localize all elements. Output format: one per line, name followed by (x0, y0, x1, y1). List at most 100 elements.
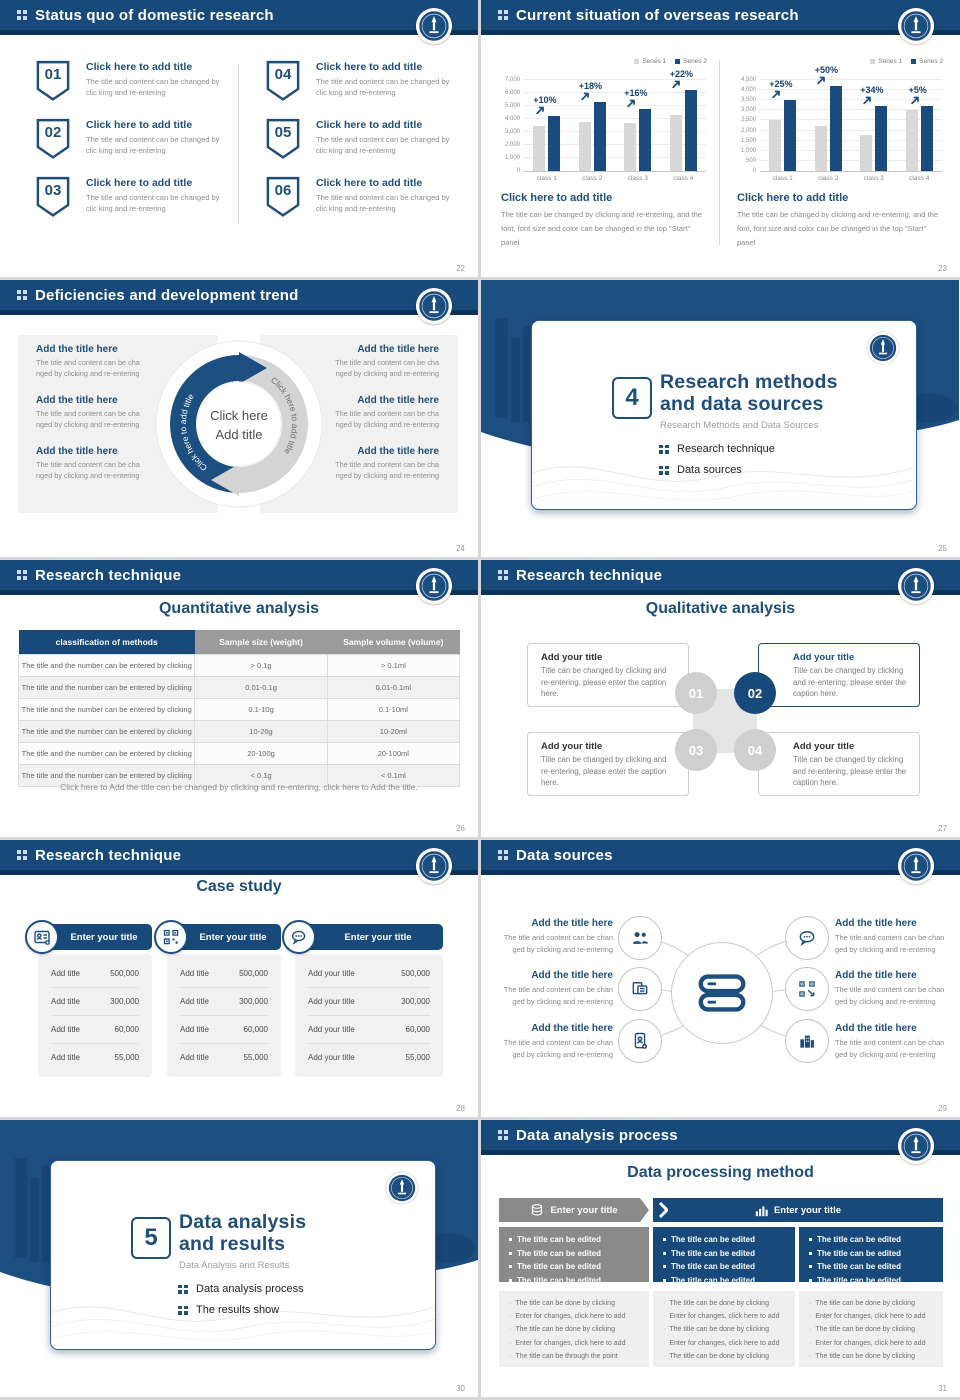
legend-swatch (675, 59, 681, 64)
flow-header-output: Enter your title (653, 1198, 943, 1222)
row-value: 500,000 (401, 969, 430, 978)
column-header: Sample volume (volume) (327, 630, 460, 655)
header-bullet-icon (498, 1130, 508, 1140)
series2-bar (684, 90, 697, 171)
trend-text-block: Add the title here The title and content … (327, 344, 439, 380)
block-title: Add the title here (357, 445, 439, 457)
edit-bullet-line: The title can be edited (663, 1260, 785, 1274)
section-number: 4 (612, 377, 652, 419)
edit-bullet-line: The title can be edited (509, 1233, 639, 1247)
series2-bar (920, 106, 933, 171)
item-body: The title and content can be changed by … (316, 135, 450, 156)
right-text-column: Add the title here The title and content … (327, 344, 439, 482)
content-title: Quantitative analysis (158, 600, 320, 617)
edit-bullet-line: The title can be edited (663, 1274, 785, 1288)
slide-title: Data analysis process (516, 1126, 678, 1144)
university-logo (897, 1127, 935, 1165)
note-box-3: · The title can be done by clicking · Enter… (799, 1291, 943, 1367)
grouped-bar-chart-left: Series 1 Series 2 0 1,000 2,000 3,000 4,000 5,0… (497, 58, 709, 182)
database-icon (530, 1203, 544, 1217)
note-bullet-line: · Enter for changes, click here to add (509, 1313, 626, 1321)
header-bullet-icon (17, 10, 27, 20)
note-bullet-line: · Enter for changes, click here to add (809, 1339, 926, 1347)
counter-arrowhead-icon (211, 464, 239, 496)
bullet-squares-icon (178, 1305, 188, 1315)
mobile-id-icon (618, 1019, 662, 1063)
x-tick-label: class 4 (673, 175, 694, 182)
people-icon (618, 916, 662, 960)
item-body: The title and content can be changed by … (316, 193, 450, 214)
trend-text-block: Add the title here The title and content … (36, 395, 148, 431)
gridline (524, 157, 706, 158)
gridline (760, 89, 942, 91)
value-cell: > 0.1ml (326, 654, 461, 677)
data-row: Add title 500,000 (180, 960, 268, 988)
item-body: The title and content can be changed by … (86, 77, 220, 98)
value-cell: < 0.1ml (326, 764, 461, 787)
legend-item: Series 2 (911, 58, 943, 65)
methods-table: classification of methods Sample size (w… (17, 630, 461, 787)
percent-annotation: +5% (909, 85, 927, 105)
trend-text-block: Add the title here The title and content … (327, 395, 439, 431)
table-footnote: Click here to Add the title can be chang… (60, 782, 418, 792)
block-body: The title and content can be cha nged by… (335, 408, 439, 429)
numbered-item: 05 Click here to add title The title and c… (266, 118, 462, 168)
value-cell: 10-20ml (326, 720, 461, 743)
y-tick-label: 2,500 (740, 117, 756, 124)
slide-31: Data analysis process Data processing me… (481, 1120, 960, 1397)
x-tick-label: class 1 (536, 175, 557, 182)
row-value: 55,000 (243, 1053, 268, 1062)
row-label: Add title (180, 969, 209, 978)
case-column-2: Enter your title Add title 500,000 Add tit… (154, 920, 281, 1077)
gridline (760, 119, 942, 121)
series1-bar (905, 110, 918, 171)
data-row: Add title 300,000 (51, 988, 139, 1016)
diagram-center-label: Click here Add title (210, 408, 268, 442)
series1-bar (669, 115, 682, 171)
section-title: Data analysis and results (179, 1211, 307, 1256)
block-body: The title and content can be cha nged by… (36, 408, 140, 429)
value-list: Add your title 500,000 Add your title 300,0… (295, 954, 443, 1077)
value-cell: 20-100ml (326, 742, 461, 765)
row-label: Add your title (308, 997, 355, 1006)
value-cell: 0.1-10g (194, 698, 328, 721)
university-logo (897, 847, 935, 885)
page-number: 24 (456, 544, 465, 553)
slide-29: Data sources Add the title here The title… (481, 840, 960, 1117)
university-logo (897, 567, 935, 605)
column-header-bar: Enter your title (25, 920, 152, 954)
edit-bullet-line: The title can be edited (809, 1247, 933, 1261)
number-badge: 01 (36, 60, 70, 102)
page-number: 22 (456, 264, 465, 273)
numbered-item: 03 Click here to add title The title and c… (36, 176, 232, 226)
content-title: Data processing method (627, 1164, 814, 1181)
percent-annotation: +34% (860, 85, 884, 105)
legend-swatch (911, 59, 917, 64)
x-tick-label: class 3 (627, 175, 648, 182)
note-bullet-line: · The title can be done by clicking (663, 1352, 769, 1360)
section-bullet: The results show (178, 1304, 304, 1316)
block-body: The title and content can be cha nged by… (335, 358, 439, 378)
y-tick-label: 1,000 (740, 147, 756, 154)
page-number: 23 (938, 264, 947, 273)
page-number: 29 (938, 1104, 947, 1113)
section-card: 5 Data analysis and results Data Analysis… (50, 1160, 436, 1350)
page-number: 27 (938, 824, 947, 833)
header-bullet-icon (498, 10, 508, 20)
header-bullet-icon (498, 570, 508, 580)
increase-arrow-icon (672, 81, 681, 89)
increase-arrow-icon (772, 90, 780, 99)
percent-annotation: +22% (670, 69, 693, 89)
page-number: 31 (938, 1384, 947, 1393)
y-tick-label: 4,000 (740, 87, 756, 94)
block-title: Add the title here (36, 344, 118, 355)
series1-bar (814, 125, 827, 171)
y-tick-label: 5,000 (504, 103, 520, 109)
x-tick-label: class 3 (863, 175, 884, 182)
note-bullet-line: · Enter for changes, click here to add (809, 1313, 926, 1321)
documents-icon (618, 967, 662, 1011)
edit-box-gray: The title can be edited The title can be … (499, 1227, 649, 1285)
flow-header-input: Enter your title (499, 1198, 649, 1222)
number-badge: 04 (266, 60, 300, 102)
block-title: Add the title here (36, 394, 118, 406)
